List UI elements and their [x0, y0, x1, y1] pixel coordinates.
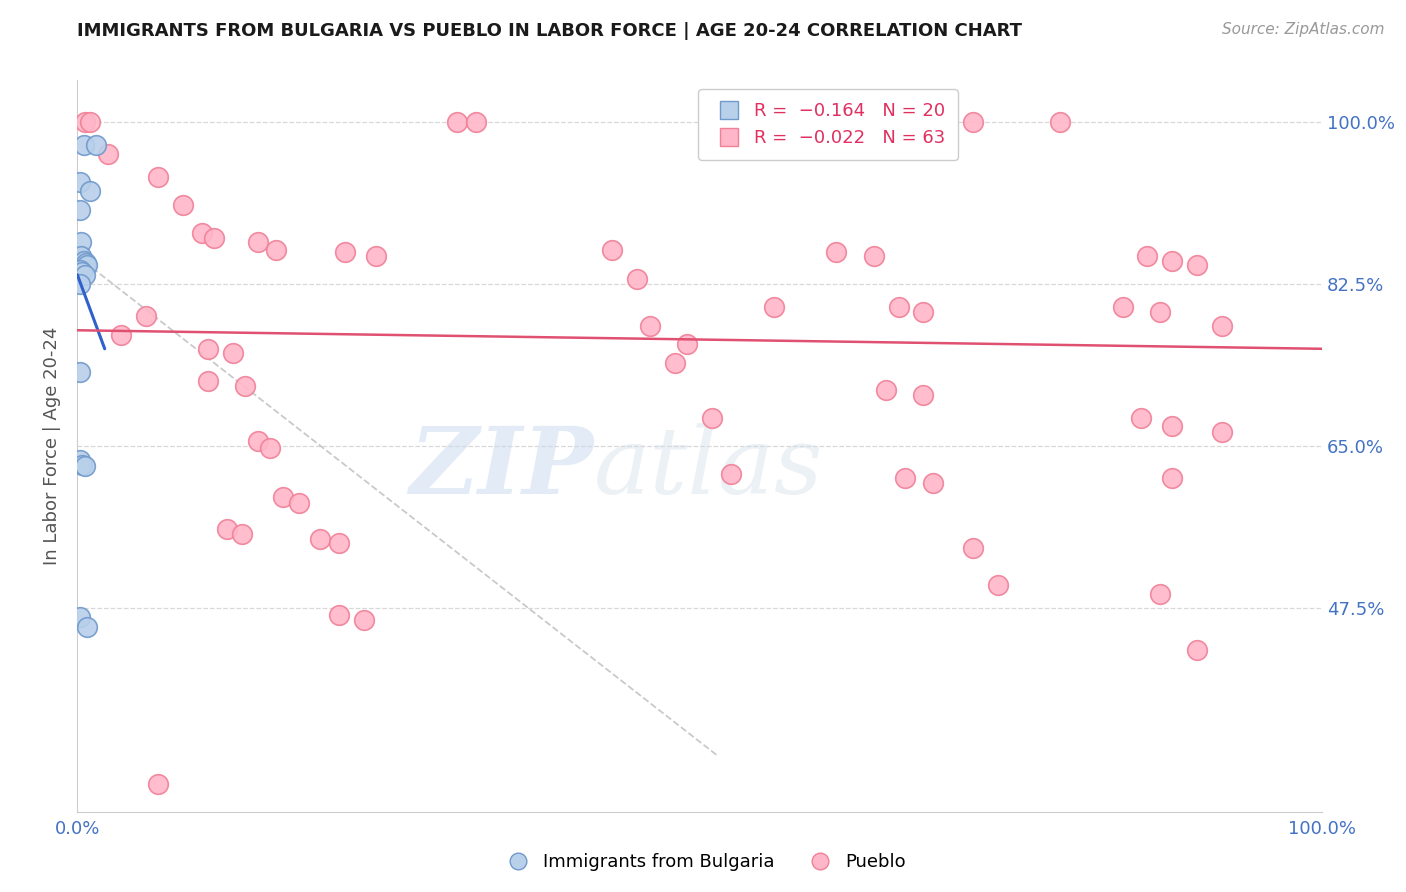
Legend: R =  −0.164   N = 20, R =  −0.022   N = 63: R = −0.164 N = 20, R = −0.022 N = 63 — [699, 89, 957, 160]
Point — [446, 115, 468, 129]
Point — [700, 411, 723, 425]
Point — [912, 388, 935, 402]
Point — [638, 318, 661, 333]
Point — [862, 249, 884, 263]
Point — [69, 202, 91, 217]
Point — [987, 578, 1010, 592]
Point — [887, 300, 910, 314]
Point — [135, 310, 157, 324]
Point — [333, 244, 356, 259]
Point — [72, 138, 94, 153]
Point — [79, 185, 101, 199]
Point — [962, 115, 984, 129]
Point — [1111, 300, 1133, 314]
Point — [76, 259, 98, 273]
Text: ZIP: ZIP — [409, 423, 593, 513]
Point — [72, 458, 94, 472]
Point — [328, 536, 350, 550]
Point — [69, 365, 91, 379]
Point — [676, 337, 699, 351]
Point — [309, 532, 332, 546]
Point — [1161, 471, 1184, 485]
Point — [246, 434, 269, 449]
Point — [364, 249, 387, 263]
Point — [84, 138, 107, 153]
Point — [626, 272, 648, 286]
Point — [197, 342, 219, 356]
Point — [271, 490, 294, 504]
Text: Source: ZipAtlas.com: Source: ZipAtlas.com — [1222, 22, 1385, 37]
Point — [73, 268, 96, 282]
Legend: Immigrants from Bulgaria, Pueblo: Immigrants from Bulgaria, Pueblo — [494, 847, 912, 879]
Y-axis label: In Labor Force | Age 20-24: In Labor Force | Age 20-24 — [42, 326, 60, 566]
Point — [197, 374, 219, 388]
Point — [97, 147, 120, 161]
Point — [720, 467, 742, 481]
Point — [875, 384, 897, 398]
Point — [191, 226, 214, 240]
Point — [1049, 115, 1071, 129]
Point — [222, 346, 245, 360]
Point — [894, 471, 917, 485]
Point — [202, 230, 225, 244]
Point — [69, 175, 91, 189]
Point — [69, 610, 91, 624]
Point — [962, 541, 984, 555]
Point — [69, 277, 91, 291]
Point — [148, 170, 170, 185]
Point — [172, 198, 194, 212]
Point — [825, 244, 848, 259]
Point — [353, 613, 375, 627]
Point — [1130, 411, 1153, 425]
Point — [464, 115, 486, 129]
Point — [602, 243, 624, 257]
Point — [1149, 587, 1171, 601]
Point — [215, 522, 238, 536]
Point — [79, 115, 101, 129]
Point — [231, 527, 253, 541]
Point — [1187, 259, 1209, 273]
Point — [1161, 253, 1184, 268]
Point — [70, 249, 93, 263]
Point — [912, 304, 935, 318]
Point — [72, 265, 94, 279]
Point — [69, 453, 91, 467]
Point — [763, 300, 786, 314]
Point — [72, 253, 94, 268]
Point — [73, 459, 96, 474]
Point — [288, 496, 311, 510]
Point — [266, 243, 288, 257]
Point — [922, 476, 945, 491]
Point — [328, 607, 350, 622]
Point — [73, 115, 96, 129]
Point — [1211, 318, 1233, 333]
Point — [1187, 642, 1209, 657]
Point — [69, 263, 91, 277]
Point — [1136, 249, 1159, 263]
Text: IMMIGRANTS FROM BULGARIA VS PUEBLO IN LABOR FORCE | AGE 20-24 CORRELATION CHART: IMMIGRANTS FROM BULGARIA VS PUEBLO IN LA… — [77, 22, 1022, 40]
Point — [1161, 418, 1184, 433]
Point — [1211, 425, 1233, 439]
Point — [148, 777, 170, 791]
Point — [76, 619, 98, 633]
Point — [246, 235, 269, 250]
Point — [75, 255, 97, 269]
Point — [110, 327, 132, 342]
Point — [1149, 304, 1171, 318]
Point — [70, 235, 93, 250]
Point — [259, 441, 281, 455]
Point — [233, 379, 256, 393]
Point — [664, 356, 686, 370]
Text: atlas: atlas — [593, 423, 824, 513]
